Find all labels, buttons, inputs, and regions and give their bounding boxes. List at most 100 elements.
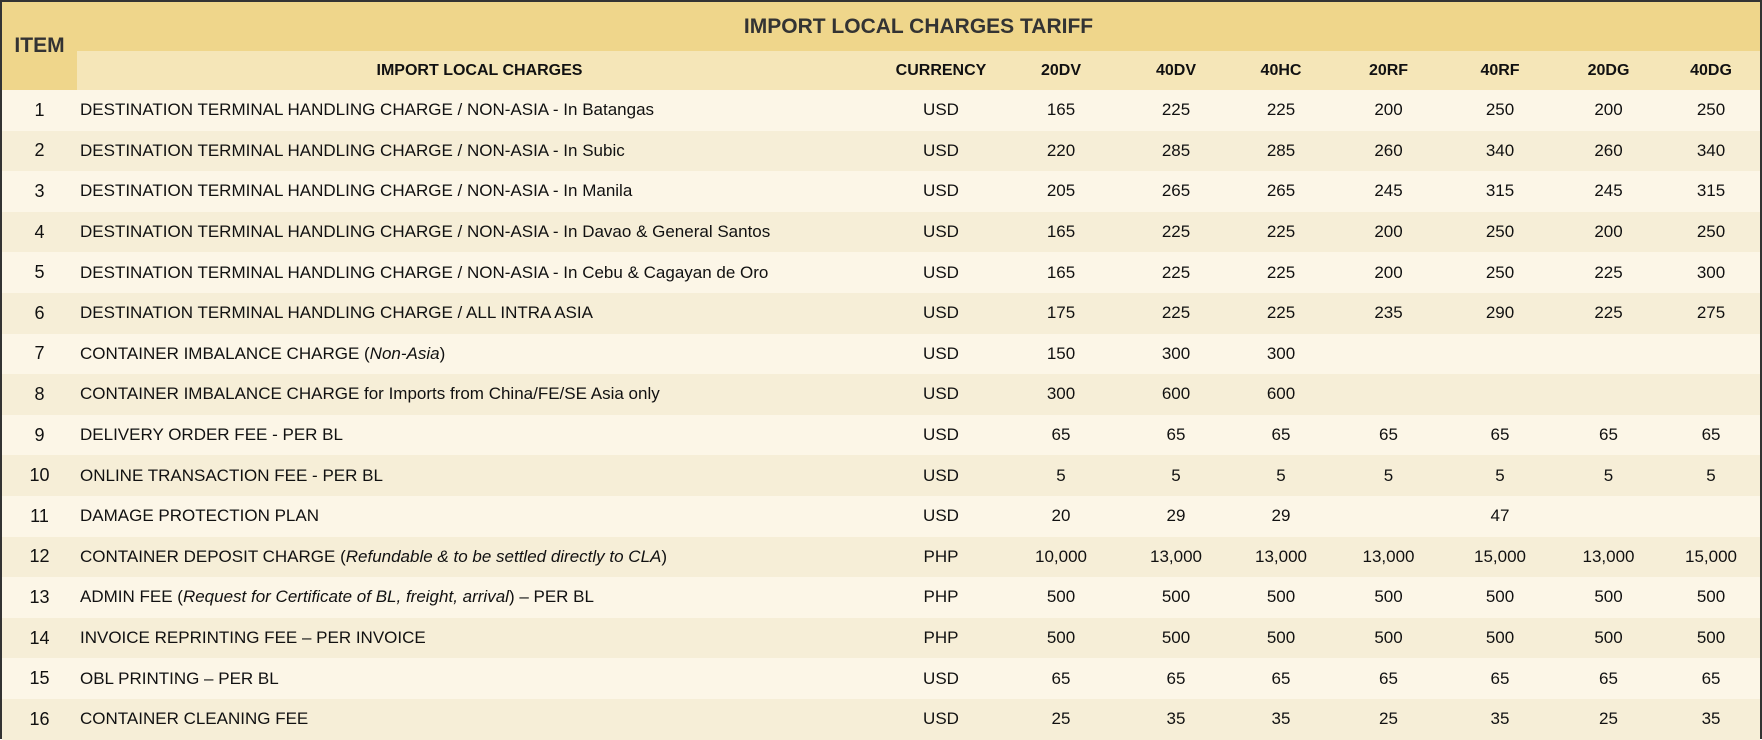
amount-40dg [1662,374,1760,415]
item-number: 10 [29,465,50,486]
amount-40hc: 285 [1266,140,1296,160]
amount-20dv: 300 [1046,384,1076,404]
amount-20dg [1555,334,1662,375]
amount-20rf: 260 [1374,140,1403,160]
amount-40hc: 225 [1266,222,1296,242]
item-number: 12 [29,546,50,567]
charge-text: INVOICE REPRINTING FEE – PER INVOICE [80,628,426,648]
currency: USD [923,668,959,688]
charge-description: DESTINATION TERMINAL HANDLING CHARGE / A… [77,293,882,334]
amount-20rf: 65 [1379,668,1398,688]
item-number: 7 [34,343,45,364]
charge-note: Non-Asia [369,343,440,363]
amount-40dv: 225 [1161,100,1191,120]
charge-text: CONTAINER IMBALANCE CHARGE for Imports f… [80,384,660,404]
charge-text: DAMAGE PROTECTION PLAN [80,506,319,526]
amount-40dv: 600 [1161,384,1191,404]
table-title: IMPORT LOCAL CHARGES TARIFF [77,2,1761,51]
amount-40dv: 265 [1161,181,1191,201]
amount-40dg: 15,000 [1685,546,1738,566]
amount-40hc: 225 [1266,100,1296,120]
amount-20dv: 500 [1046,628,1076,648]
currency: PHP [923,628,959,648]
table-row: 3 DESTINATION TERMINAL HANDLING CHARGE / … [2,171,1761,212]
amount-20dg: 5 [1603,465,1614,485]
charge-text: DELIVERY ORDER FEE - PER BL [80,425,343,445]
amount-40rf: 250 [1485,222,1515,242]
charge-description: DESTINATION TERMINAL HANDLING CHARGE / N… [77,171,882,212]
table-row: 7 CONTAINER IMBALANCE CHARGE (Non-Asia) US… [2,333,1761,375]
charge-description: DELIVERY ORDER FEE - PER BL [77,415,882,456]
amount-20dv: 500 [1046,587,1076,607]
item-number: 4 [34,221,45,242]
currency: USD [923,465,959,485]
amount-40dg: 500 [1696,587,1726,607]
charge-description: DESTINATION TERMINAL HANDLING CHARGE / N… [77,252,882,293]
item-number: 11 [30,505,49,526]
charge-description: CONTAINER IMBALANCE CHARGE (Non-Asia) [77,334,882,375]
table-row: 11 DAMAGE PROTECTION PLAN USD 20 29 29 47 [2,495,1761,537]
amount-40dv: 285 [1161,140,1191,160]
amount-40dv: 225 [1161,222,1191,242]
amount-40dv: 500 [1161,628,1191,648]
table-row: 10 ONLINE TRANSACTION FEE - PER BL USD 5 5 5 5… [2,455,1761,496]
amount-40dv: 13,000 [1150,546,1202,566]
amount-40dg: 65 [1701,425,1721,445]
amount-40rf: 500 [1485,587,1515,607]
charge-suffix: ) [439,343,446,363]
amount-40hc: 500 [1266,628,1296,648]
amount-20rf: 500 [1374,628,1403,648]
currency: USD [923,140,959,160]
item-number: 6 [34,302,45,323]
item-number: 16 [29,708,50,729]
amount-40dg: 275 [1696,303,1726,323]
amount-20dv: 165 [1046,262,1076,282]
amount-20dg: 225 [1594,303,1623,323]
amount-40rf: 340 [1485,140,1515,160]
amount-40hc: 225 [1266,303,1296,323]
amount-20dg: 65 [1599,668,1618,688]
currency: USD [923,262,959,282]
amount-40dg: 65 [1701,668,1721,688]
amount-40hc: 225 [1266,262,1296,282]
charge-description: CONTAINER CLEANING FEE [77,699,882,740]
charge-text: CONTAINER IMBALANCE CHARGE ( [80,343,370,363]
amount-40hc: 65 [1271,668,1291,688]
table-row: 14 INVOICE REPRINTING FEE – PER INVOICE PH… [2,617,1761,659]
header-item: ITEM [2,2,77,90]
charge-text: DESTINATION TERMINAL HANDLING CHARGE / N… [80,100,655,120]
amount-20dv: 25 [1051,709,1071,729]
amount-40rf: 35 [1490,709,1510,729]
amount-20dg [1555,374,1662,415]
currency: PHP [923,587,959,607]
table-row: 12 CONTAINER DEPOSIT CHARGE (Refundable &… [2,536,1761,578]
currency: USD [923,100,959,120]
amount-20dg: 245 [1594,181,1623,201]
amount-20dv: 20 [1051,506,1071,526]
amount-40rf: 65 [1490,425,1510,445]
amount-40dv: 300 [1161,343,1191,363]
table-row: 16 CONTAINER CLEANING FEE USD 25 35 35 25 35 25 3… [2,698,1761,740]
charge-text: DESTINATION TERMINAL HANDLING CHARGE / N… [80,181,633,201]
amount-40rf: 47 [1490,506,1510,526]
amount-40hc: 29 [1271,506,1291,526]
table-row: 2 DESTINATION TERMINAL HANDLING CHARGE / … [2,130,1761,172]
amount-20dv: 150 [1046,343,1076,363]
amount-40dv: 65 [1166,425,1186,445]
amount-40dv: 5 [1171,465,1181,485]
amount-20rf [1332,496,1445,537]
charge-description: DESTINATION TERMINAL HANDLING CHARGE / N… [77,131,882,172]
currency: USD [923,181,959,201]
currency: PHP [923,546,959,566]
amount-40rf: 5 [1495,465,1505,485]
amount-20dg: 65 [1599,425,1618,445]
item-number: 1 [34,99,45,120]
amount-40rf: 290 [1485,303,1515,323]
amount-20rf: 500 [1374,587,1403,607]
amount-20dv: 220 [1046,140,1076,160]
table-row: 5 DESTINATION TERMINAL HANDLING CHARGE / … [2,252,1761,293]
header-size-20dv: 20DV [1000,51,1122,90]
amount-20rf: 245 [1374,181,1403,201]
item-number: 3 [34,180,45,201]
charge-text: ONLINE TRANSACTION FEE - PER BL [80,465,383,485]
